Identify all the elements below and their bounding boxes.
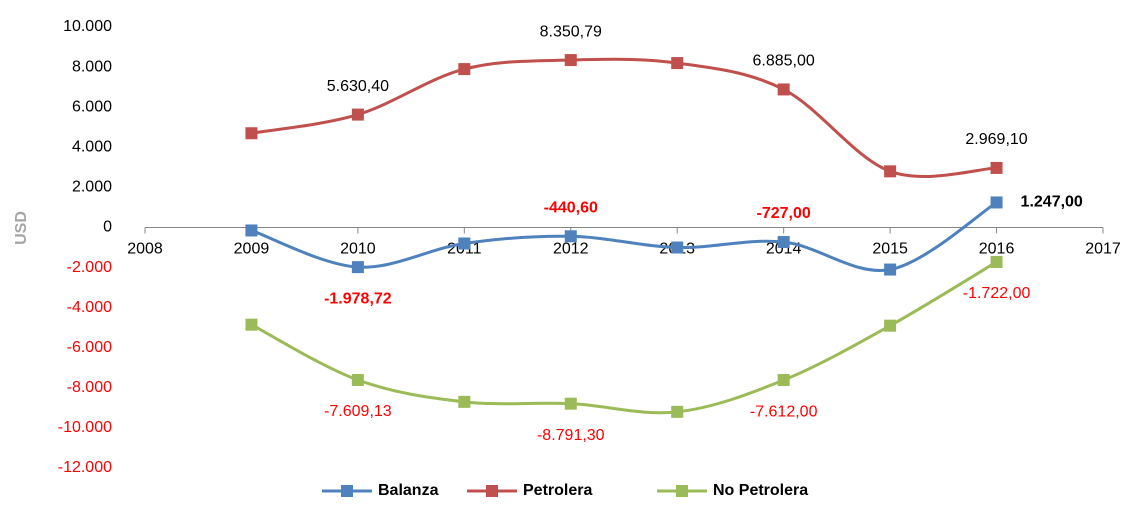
series-line (250, 260, 998, 415)
x-tick-label: 2012 (553, 241, 589, 258)
y-tick-label: -2.000 (67, 259, 112, 276)
legend-label: No Petrolera (713, 482, 808, 499)
data-label: 8.350,79 (540, 23, 602, 40)
y-tick-label: 10.000 (63, 18, 112, 35)
data-label: -8.791,30 (537, 427, 605, 444)
point-marker (884, 263, 897, 276)
point-marker (777, 83, 790, 96)
point-marker (884, 319, 897, 332)
y-tick-label: 8.000 (72, 58, 112, 75)
legend-marker (486, 485, 498, 497)
x-tick-label: 2016 (979, 241, 1015, 258)
point-marker (990, 196, 1003, 209)
data-label: 1.247,00 (1021, 194, 1083, 211)
legend-label: Petrolera (523, 482, 592, 499)
data-label: -1.978,72 (324, 290, 392, 307)
y-tick-label: 2.000 (72, 179, 112, 196)
point-marker (564, 397, 577, 410)
point-marker (990, 255, 1003, 268)
point-marker (777, 236, 790, 249)
series-line (251, 57, 997, 178)
data-label: -727,00 (757, 205, 811, 222)
point-marker (671, 57, 684, 70)
point-marker (351, 108, 364, 121)
data-label: -440,60 (544, 200, 598, 217)
x-tick-label: 2017 (1085, 241, 1121, 258)
point-marker (458, 237, 471, 250)
point-marker (777, 374, 790, 387)
y-tick-label: -8.000 (67, 379, 112, 396)
y-tick-label: 0 (103, 219, 112, 236)
point-marker (990, 161, 1003, 174)
x-tick-label: 2010 (340, 241, 376, 258)
legend-marker (341, 485, 353, 497)
y-axis-title: USD (13, 211, 30, 245)
data-label: 5.630,40 (327, 78, 389, 95)
y-tick-label: -12.000 (58, 459, 112, 476)
point-marker (564, 230, 577, 243)
x-tick-label: 2008 (127, 241, 163, 258)
x-tick-label: 2015 (872, 241, 908, 258)
point-marker (671, 241, 684, 254)
y-tick-label: -4.000 (67, 299, 112, 316)
data-label: -7.609,13 (324, 403, 392, 420)
point-marker (564, 54, 577, 67)
x-tick-label: 2009 (234, 241, 270, 258)
data-label: -7.612,00 (750, 403, 818, 420)
data-label: 6.885,00 (753, 53, 815, 70)
point-marker (458, 395, 471, 408)
point-marker (351, 261, 364, 274)
point-marker (245, 224, 258, 237)
data-label: -1.722,00 (963, 285, 1031, 302)
point-marker (245, 318, 258, 331)
point-marker (458, 63, 471, 76)
point-marker (671, 405, 684, 418)
point-marker (884, 165, 897, 178)
legend-label: Balanza (378, 482, 439, 499)
y-tick-label: -10.000 (58, 419, 112, 436)
point-marker (351, 373, 364, 386)
series-line (250, 201, 998, 272)
data-label: 2.969,10 (965, 131, 1027, 148)
y-tick-label: 6.000 (72, 98, 112, 115)
y-tick-label: -6.000 (67, 339, 112, 356)
y-tick-label: 4.000 (72, 138, 112, 155)
point-marker (245, 127, 258, 140)
legend-marker (676, 485, 688, 497)
